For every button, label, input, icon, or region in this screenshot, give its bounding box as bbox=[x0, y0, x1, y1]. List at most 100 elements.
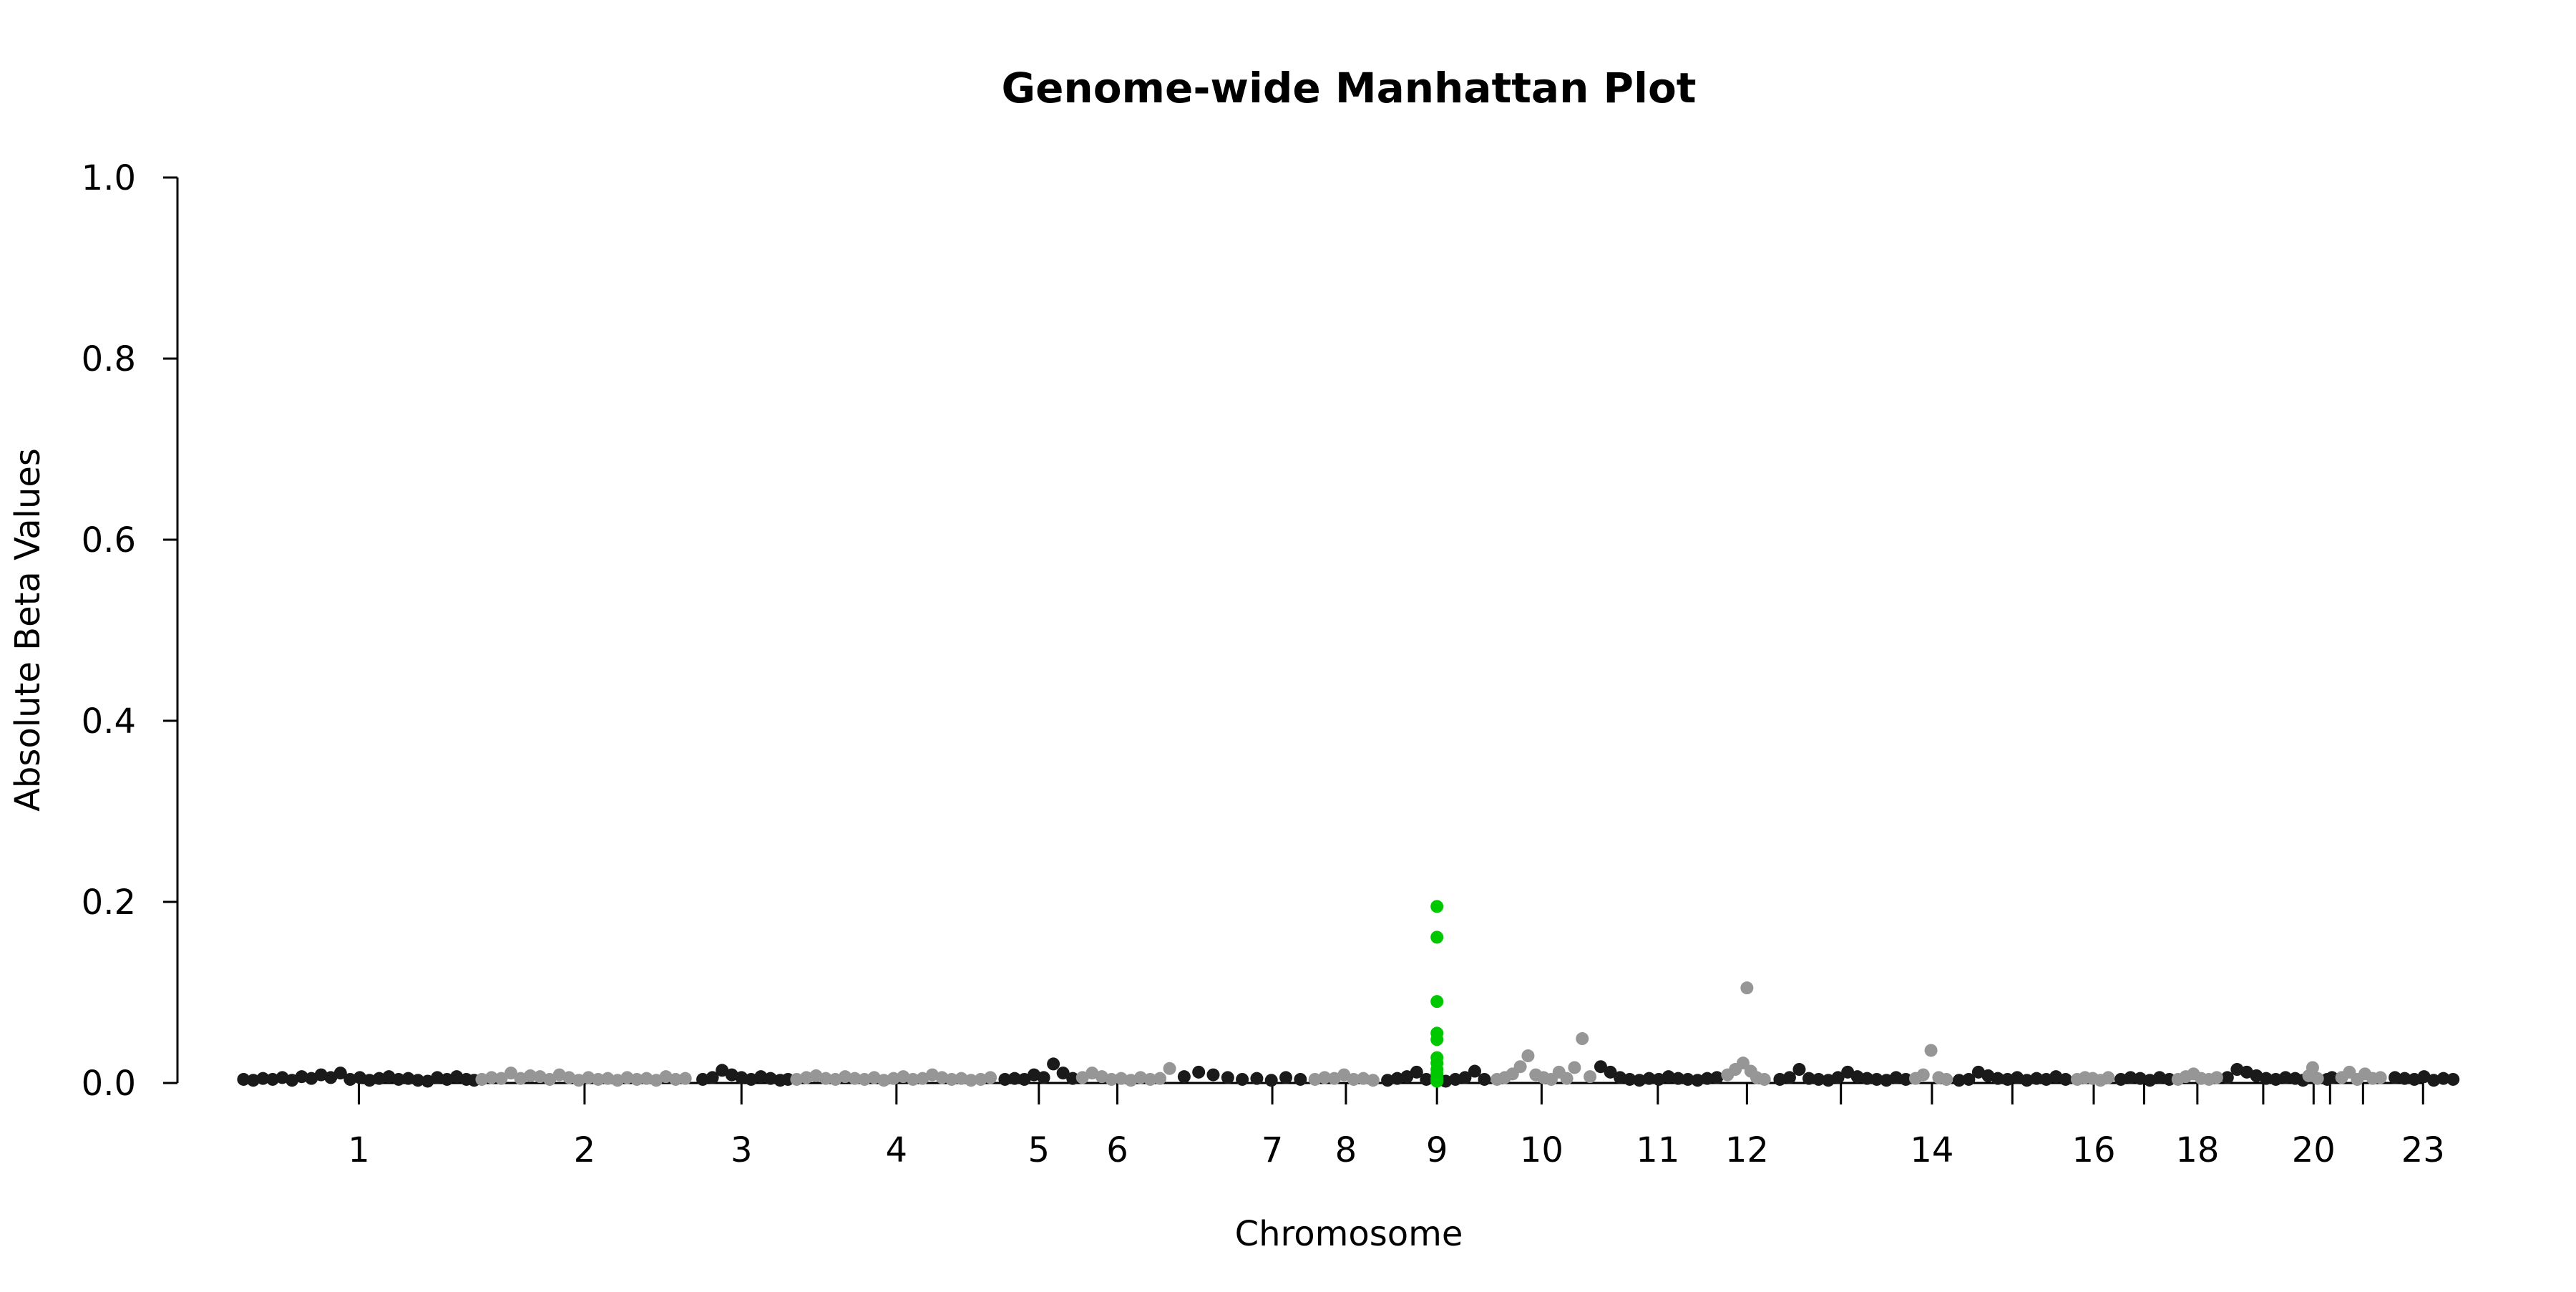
snp-point bbox=[372, 1072, 386, 1085]
snp-point bbox=[867, 1071, 881, 1084]
snp-point bbox=[582, 1071, 595, 1084]
snp-point bbox=[2446, 1072, 2460, 1086]
snp-point bbox=[440, 1072, 454, 1086]
snp-point bbox=[763, 1072, 777, 1085]
snp-point bbox=[696, 1072, 710, 1086]
snp-point bbox=[1681, 1072, 1694, 1086]
snp-point bbox=[2240, 1065, 2253, 1079]
x-axis: 1 2 3 4 5 6 7 8 9 10 11 12 14 16 18 20 23 bbox=[348, 1082, 2445, 1170]
snp-point bbox=[630, 1072, 644, 1086]
snp-point bbox=[1513, 1060, 1527, 1074]
snp-point bbox=[1347, 1072, 1360, 1086]
snp-point bbox=[591, 1072, 605, 1086]
snp-point bbox=[1614, 1071, 1627, 1084]
snp-point bbox=[1066, 1072, 1080, 1085]
snp-point bbox=[1047, 1057, 1060, 1071]
snp-point bbox=[2011, 1071, 2024, 1084]
x-tick-label-chr-20: 20 bbox=[2292, 1130, 2336, 1170]
snp-point bbox=[678, 1072, 692, 1085]
snp-point bbox=[2250, 1069, 2263, 1082]
snp-point bbox=[1400, 1070, 1414, 1084]
snp-point bbox=[1889, 1071, 1903, 1084]
highlight-point bbox=[1430, 1033, 1444, 1046]
snp-point bbox=[1008, 1072, 1021, 1085]
snp-point bbox=[1576, 1032, 1589, 1046]
snp-point bbox=[659, 1070, 673, 1084]
snp-point bbox=[1991, 1072, 2004, 1085]
snp-point bbox=[1860, 1072, 1874, 1085]
snp-point bbox=[2059, 1072, 2072, 1086]
snp-point bbox=[343, 1072, 357, 1086]
snp-point bbox=[504, 1067, 518, 1080]
snp-point bbox=[1468, 1064, 1481, 1078]
x-tick-label-chr-23: 23 bbox=[2401, 1130, 2445, 1170]
snp-point bbox=[1773, 1072, 1787, 1086]
snp-point bbox=[2306, 1061, 2319, 1074]
snp-point bbox=[401, 1072, 415, 1085]
snp-point bbox=[790, 1072, 804, 1086]
highlight-point bbox=[1430, 931, 1444, 944]
snp-point bbox=[1916, 1068, 1930, 1082]
snp-point bbox=[1962, 1072, 1976, 1086]
snp-point bbox=[2102, 1071, 2115, 1084]
snp-point bbox=[650, 1074, 663, 1087]
snp-point bbox=[1672, 1072, 1685, 1085]
snp-point bbox=[620, 1071, 634, 1084]
snp-point bbox=[1105, 1072, 1118, 1086]
snp-point bbox=[2153, 1071, 2167, 1084]
snp-point bbox=[1037, 1071, 1050, 1084]
snp-point bbox=[2114, 1072, 2127, 1086]
snp-point bbox=[1221, 1071, 1234, 1084]
snp-point bbox=[1448, 1072, 1462, 1086]
snp-point bbox=[2373, 1071, 2387, 1084]
snp-point bbox=[1308, 1072, 1322, 1086]
snp-point bbox=[1279, 1071, 1293, 1084]
snp-point bbox=[382, 1070, 396, 1084]
snp-point bbox=[706, 1071, 719, 1084]
snp-point bbox=[333, 1067, 347, 1080]
snp-point bbox=[2279, 1071, 2293, 1084]
snp-point bbox=[524, 1069, 537, 1082]
snp-point bbox=[1327, 1072, 1341, 1085]
snp-point bbox=[1812, 1072, 1825, 1086]
snp-point bbox=[1782, 1071, 1796, 1084]
snp-point bbox=[877, 1074, 891, 1087]
snp-point bbox=[246, 1074, 260, 1087]
snp-point bbox=[2269, 1072, 2283, 1086]
snp-point bbox=[1095, 1070, 1108, 1084]
snp-point bbox=[2001, 1072, 2014, 1086]
y-tick-label: 0.4 bbox=[82, 701, 136, 742]
snp-point bbox=[1114, 1072, 1128, 1085]
snp-point bbox=[744, 1072, 758, 1086]
snp-point bbox=[887, 1072, 900, 1085]
snp-point bbox=[1410, 1065, 1423, 1079]
snp-point bbox=[945, 1072, 958, 1086]
snp-point bbox=[809, 1069, 823, 1082]
snp-point bbox=[2230, 1063, 2244, 1077]
x-tick-label-chr-18: 18 bbox=[2175, 1130, 2219, 1170]
snp-point bbox=[858, 1072, 872, 1086]
snp-point bbox=[925, 1068, 939, 1082]
snp-point bbox=[1584, 1070, 1597, 1084]
snp-point bbox=[2039, 1072, 2053, 1086]
y-tick-label: 0.2 bbox=[82, 883, 136, 923]
snp-point bbox=[935, 1071, 949, 1084]
snp-point bbox=[1143, 1072, 1157, 1086]
snp-point bbox=[1604, 1065, 1617, 1079]
snp-point bbox=[974, 1072, 987, 1086]
snp-point bbox=[1478, 1072, 1491, 1086]
snp-point bbox=[494, 1072, 508, 1085]
snp-point bbox=[1850, 1070, 1864, 1084]
snp-point bbox=[669, 1072, 683, 1086]
chart-title: Genome-wide Manhattan Plot bbox=[1001, 64, 1696, 112]
snp-point bbox=[1075, 1071, 1089, 1084]
snp-point bbox=[2049, 1070, 2063, 1084]
snp-point bbox=[2398, 1072, 2411, 1085]
snp-point bbox=[2417, 1070, 2431, 1084]
data-points bbox=[237, 900, 2460, 1088]
snp-point bbox=[1192, 1065, 1206, 1079]
snp-point bbox=[1236, 1072, 1249, 1086]
snp-point bbox=[610, 1074, 624, 1087]
snp-point bbox=[1757, 1072, 1771, 1086]
snp-point bbox=[1206, 1068, 1220, 1082]
